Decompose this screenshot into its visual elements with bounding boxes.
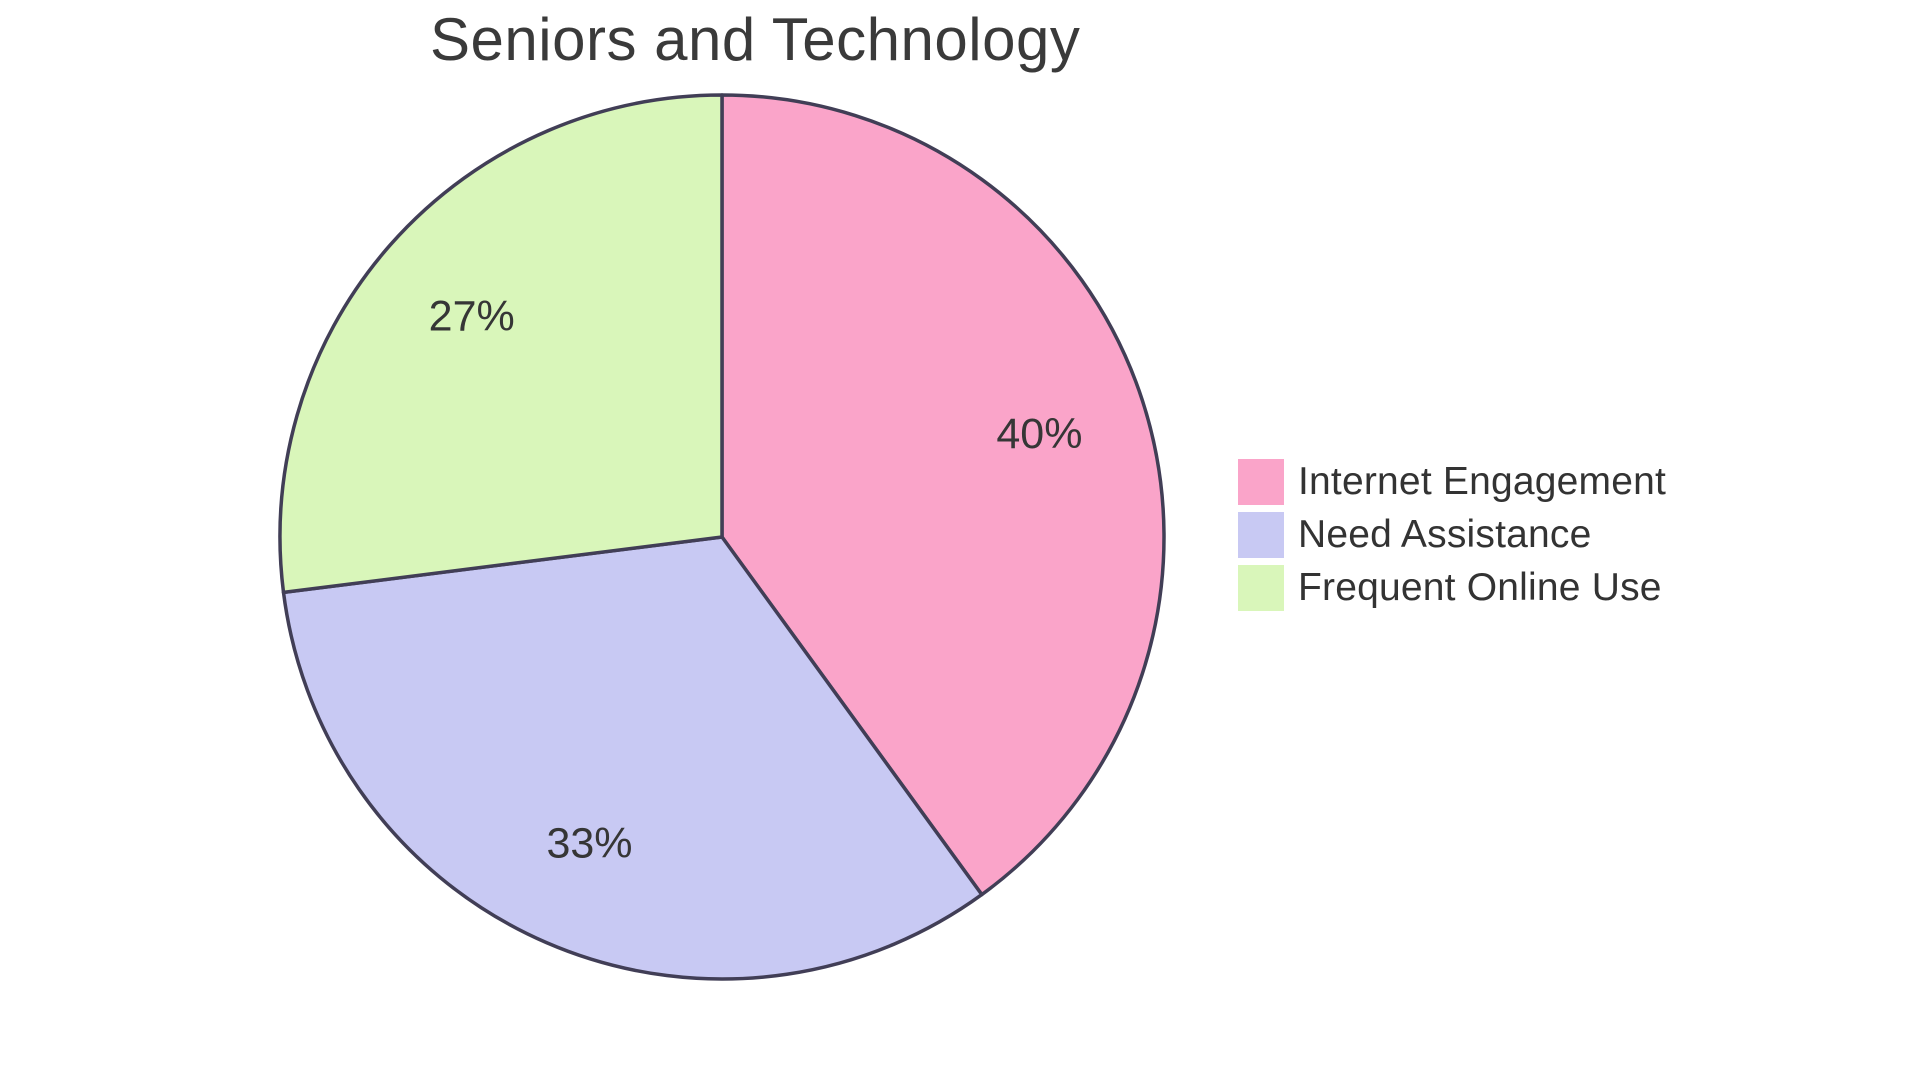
legend-label: Need Assistance <box>1298 513 1592 556</box>
pie-slice-frequent-online-use[interactable] <box>278 93 724 595</box>
pie-slice-need-assistance[interactable] <box>281 535 984 981</box>
legend-item-need-assistance[interactable]: Need Assistance <box>1238 512 1666 558</box>
slice-label-27pct: 27% <box>429 292 515 340</box>
pie-slice-internet-engagement[interactable] <box>720 93 1166 897</box>
legend-item-internet-engagement[interactable]: Internet Engagement <box>1238 459 1666 505</box>
chart-title: Seniors and Technology <box>430 6 1081 73</box>
legend-swatch-icon <box>1238 512 1284 558</box>
legend-item-frequent-online-use[interactable]: Frequent Online Use <box>1238 565 1666 611</box>
slice-label-40pct: 40% <box>996 410 1082 458</box>
legend-label: Internet Engagement <box>1298 460 1667 503</box>
legend-label: Frequent Online Use <box>1298 566 1662 609</box>
legend: Internet Engagement Need Assistance Freque… <box>1238 459 1666 611</box>
slice-label-33pct: 33% <box>546 819 632 867</box>
legend-swatch-icon <box>1238 459 1284 505</box>
legend-swatch-icon <box>1238 565 1284 611</box>
